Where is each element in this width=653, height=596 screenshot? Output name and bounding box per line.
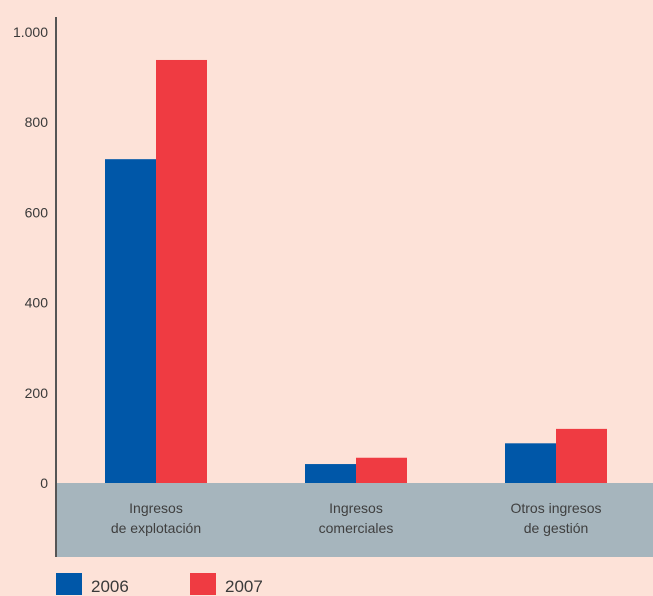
legend: 2006 2007 [56, 573, 263, 596]
y-tick-label: 600 [25, 204, 49, 220]
y-tick-label: 400 [25, 295, 49, 311]
bar-2007-0 [156, 59, 207, 483]
category-label: Ingresos [129, 500, 183, 516]
y-tick-labels: 0 200 400 600 800 1.000 [13, 24, 48, 491]
category-band [56, 483, 653, 557]
category-label: Ingresos [329, 500, 383, 516]
legend-label: 2007 [225, 577, 263, 596]
legend-swatch-2006 [56, 573, 82, 595]
bar-2006-0 [105, 159, 156, 483]
bar-2006-1 [305, 464, 356, 483]
bar-2006-2 [505, 443, 556, 483]
category-labels: Ingresos de explotación Ingresos comerciale… [111, 500, 602, 536]
bar-2007-1 [356, 457, 407, 483]
category-label: Otros ingresos [510, 500, 601, 516]
y-tick-label: 200 [25, 385, 49, 401]
y-tick-label: 1.000 [13, 24, 48, 40]
category-label: de explotación [111, 520, 201, 536]
bars-group [105, 59, 607, 483]
legend-swatch-2007 [190, 573, 216, 595]
category-label: de gestión [524, 520, 589, 536]
legend-label: 2006 [91, 577, 129, 596]
y-tick-label: 0 [40, 475, 48, 491]
category-label: comerciales [319, 520, 394, 536]
bar-2007-2 [556, 428, 607, 483]
y-tick-label: 800 [25, 114, 49, 130]
